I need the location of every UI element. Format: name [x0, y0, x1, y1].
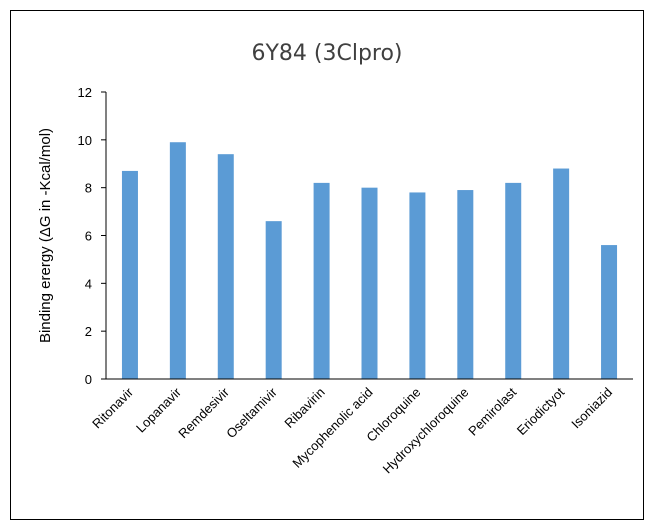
- category-label: Oseltamivir: [223, 384, 280, 441]
- y-tick-label: 12: [78, 85, 92, 100]
- bar-ritonavir: [121, 170, 138, 379]
- category-label: Remdesivir: [175, 384, 232, 441]
- bars: [121, 142, 618, 379]
- chart-title: 6Y84 (3Clpro): [251, 41, 403, 66]
- y-tick-label: 10: [78, 133, 92, 148]
- category-label: Pemirolast: [465, 384, 519, 438]
- bar-oseltamivir: [265, 221, 282, 379]
- category-label: Mycophenolic acid: [289, 385, 375, 471]
- y-tick-label: 0: [85, 372, 92, 387]
- y-tick-label: 4: [85, 276, 92, 291]
- category-label: Ritonavir: [89, 384, 136, 431]
- y-axis-title: Binding erergy (ΔG in -Kcal/mol): [37, 128, 54, 343]
- y-tick-label: 2: [85, 324, 92, 339]
- category-label: Ribavirin: [281, 385, 327, 431]
- bar-lopanavir: [169, 142, 186, 379]
- bar-chloroquine: [409, 192, 426, 379]
- category-label: Hydroxychloroquine: [380, 385, 472, 477]
- bar-eriodictyot: [553, 168, 570, 379]
- bar-remdesivir: [217, 154, 234, 379]
- y-axis-ticks: 0 2 4 6 8 10 12: [78, 85, 106, 387]
- bar-ribavirin: [313, 182, 330, 379]
- y-tick-label: 8: [85, 181, 92, 196]
- bar-pemirolast: [505, 182, 522, 379]
- bar-hydroxychloroquine: [457, 190, 474, 379]
- y-tick-label: 6: [85, 229, 92, 244]
- category-label: Isoniazid: [568, 385, 615, 432]
- category-label: Eriodictyot: [514, 384, 568, 438]
- bar-mycophenolic-acid: [361, 187, 378, 379]
- bar-isoniazid: [601, 245, 618, 379]
